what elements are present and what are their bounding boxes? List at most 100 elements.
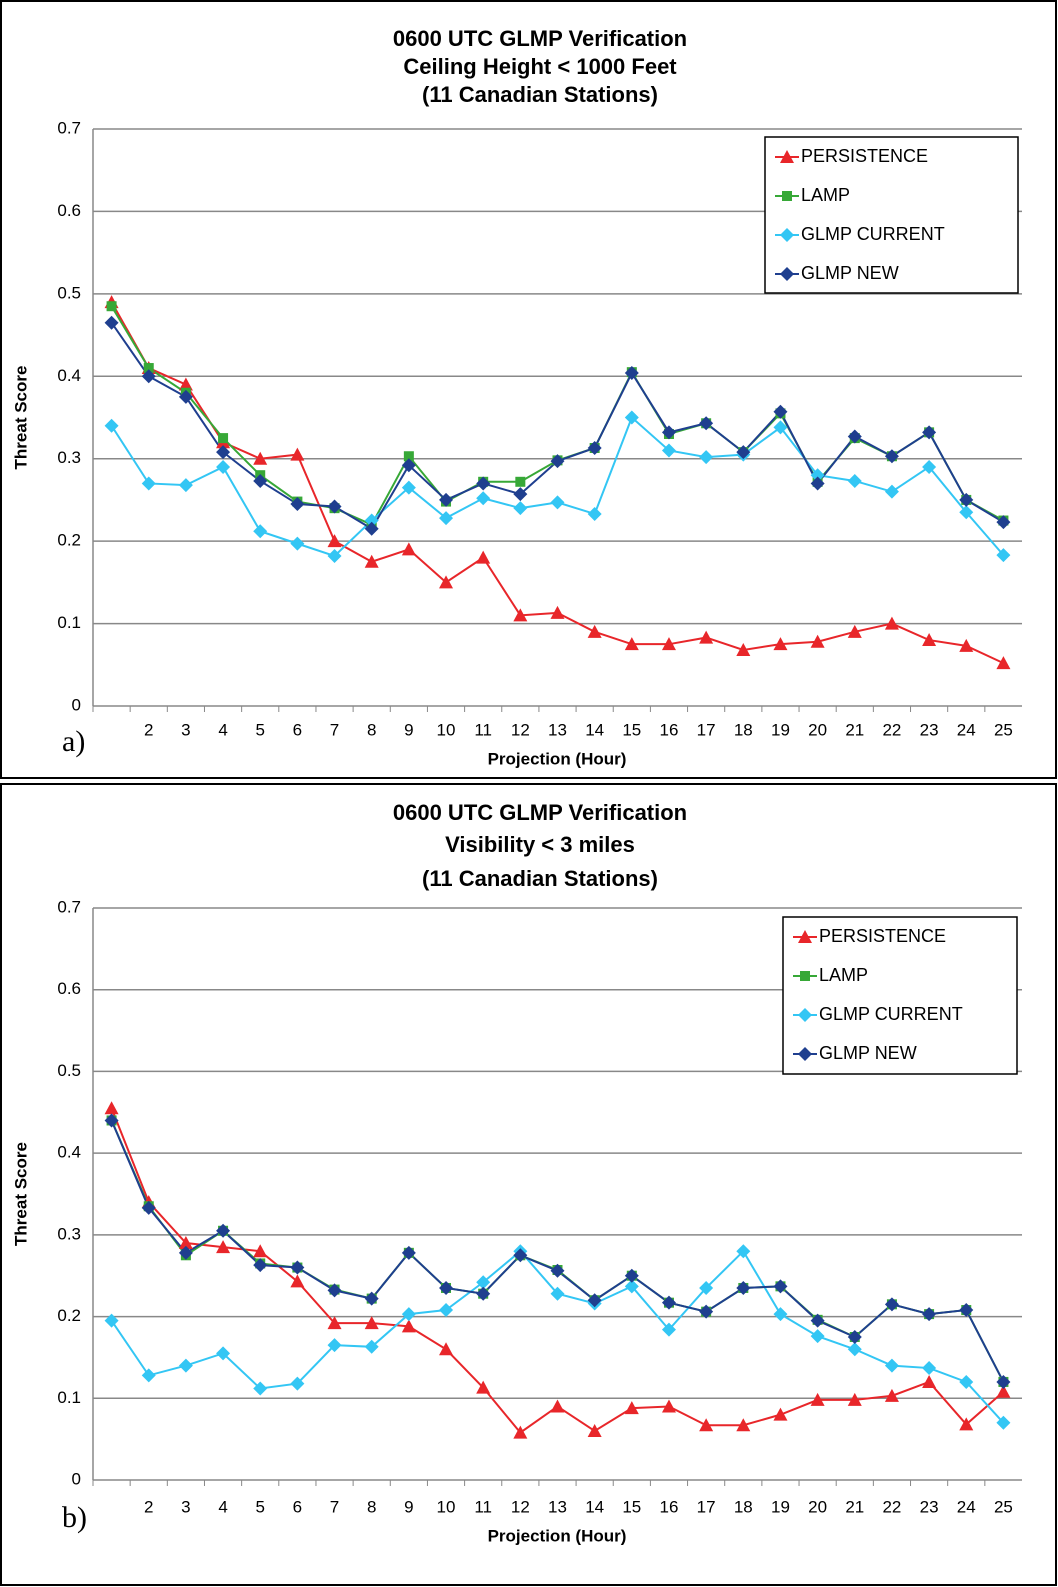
marker (661, 443, 676, 458)
marker (439, 492, 454, 507)
x-tick-label: 22 (882, 720, 901, 739)
marker (884, 449, 899, 464)
marker (996, 1415, 1011, 1430)
marker (401, 1319, 416, 1333)
y-tick-label: 0.4 (57, 366, 81, 385)
marker (401, 1245, 416, 1260)
x-tick-label: 7 (330, 720, 339, 739)
marker (143, 363, 154, 374)
marker (661, 637, 676, 651)
legend-label: LAMP (801, 185, 850, 205)
marker (364, 554, 379, 568)
marker (922, 1307, 937, 1322)
marker (253, 524, 268, 539)
marker (699, 630, 714, 644)
marker (401, 1307, 416, 1322)
y-tick-label: 0.6 (57, 201, 81, 220)
legend-label: PERSISTENCE (801, 146, 928, 166)
marker (847, 1392, 862, 1406)
x-tick-label: 19 (771, 1497, 790, 1516)
marker (364, 1291, 379, 1306)
x-tick-label: 21 (845, 1497, 864, 1516)
marker (996, 515, 1011, 530)
x-tick-label: 15 (622, 1497, 641, 1516)
x-tick-label: 5 (255, 1497, 264, 1516)
marker (959, 1417, 974, 1431)
x-tick-label: 23 (920, 1497, 939, 1516)
marker (513, 1248, 528, 1263)
marker (736, 642, 751, 656)
marker (661, 1322, 676, 1337)
x-tick-label: 10 (437, 1497, 456, 1516)
x-tick-label: 9 (404, 1497, 413, 1516)
y-tick-label: 0 (72, 695, 81, 714)
marker (364, 1316, 379, 1330)
marker (996, 548, 1011, 563)
marker (515, 476, 526, 487)
x-tick-label: 13 (548, 1497, 567, 1516)
marker (959, 1374, 974, 1389)
x-tick-label: 6 (293, 720, 302, 739)
marker (439, 1303, 454, 1318)
x-tick-label: 2 (144, 1497, 153, 1516)
legend-marker (780, 150, 794, 163)
marker (624, 1268, 639, 1283)
marker (253, 1381, 268, 1396)
legend-label: GLMP CURRENT (801, 224, 945, 244)
marker (847, 1330, 862, 1344)
marker (550, 454, 565, 469)
marker (587, 1423, 602, 1437)
marker (922, 425, 937, 440)
marker (106, 301, 117, 312)
x-tick-label: 12 (511, 720, 530, 739)
y-tick-label: 0.2 (57, 1306, 81, 1325)
marker (550, 605, 565, 619)
y-tick-label: 0.1 (57, 613, 81, 632)
legend-label: PERSISTENCE (819, 926, 946, 946)
legend-marker (798, 1047, 812, 1061)
marker (996, 1384, 1011, 1398)
y-tick-label: 0.7 (57, 897, 81, 916)
marker (773, 1307, 788, 1322)
marker (550, 1286, 565, 1301)
marker (476, 1380, 491, 1394)
legend-marker (798, 1008, 812, 1022)
marker (624, 410, 639, 425)
x-tick-label: 5 (255, 720, 264, 739)
marker (476, 1275, 491, 1290)
x-tick-label: 4 (218, 720, 227, 739)
marker (661, 1295, 676, 1310)
marker (736, 445, 751, 460)
marker (773, 404, 788, 419)
marker (922, 1374, 937, 1388)
marker (699, 1280, 714, 1295)
y-tick-label: 0.5 (57, 283, 81, 302)
marker (550, 495, 565, 510)
x-tick-label: 7 (330, 1497, 339, 1516)
x-tick-label: 12 (511, 1497, 530, 1516)
marker (773, 420, 788, 435)
marker (178, 1236, 193, 1250)
x-tick-label: 8 (367, 1497, 376, 1516)
y-tick-label: 0.3 (57, 448, 81, 467)
y-tick-label: 0.5 (57, 1061, 81, 1080)
marker (401, 542, 416, 556)
panel-border (0, 783, 1057, 1586)
marker (216, 445, 231, 460)
marker (178, 1358, 193, 1373)
x-tick-label: 2 (144, 720, 153, 739)
marker (884, 1358, 899, 1373)
marker (439, 1280, 454, 1295)
legend-label: LAMP (819, 965, 868, 985)
marker (996, 656, 1011, 670)
marker (290, 497, 305, 512)
marker (439, 511, 454, 526)
marker (922, 459, 937, 474)
y-tick-label: 0.4 (57, 1143, 81, 1162)
marker (401, 458, 416, 473)
marker (884, 616, 899, 630)
marker (810, 1313, 825, 1328)
marker (476, 476, 491, 491)
marker (104, 1113, 119, 1128)
marker (513, 487, 528, 502)
